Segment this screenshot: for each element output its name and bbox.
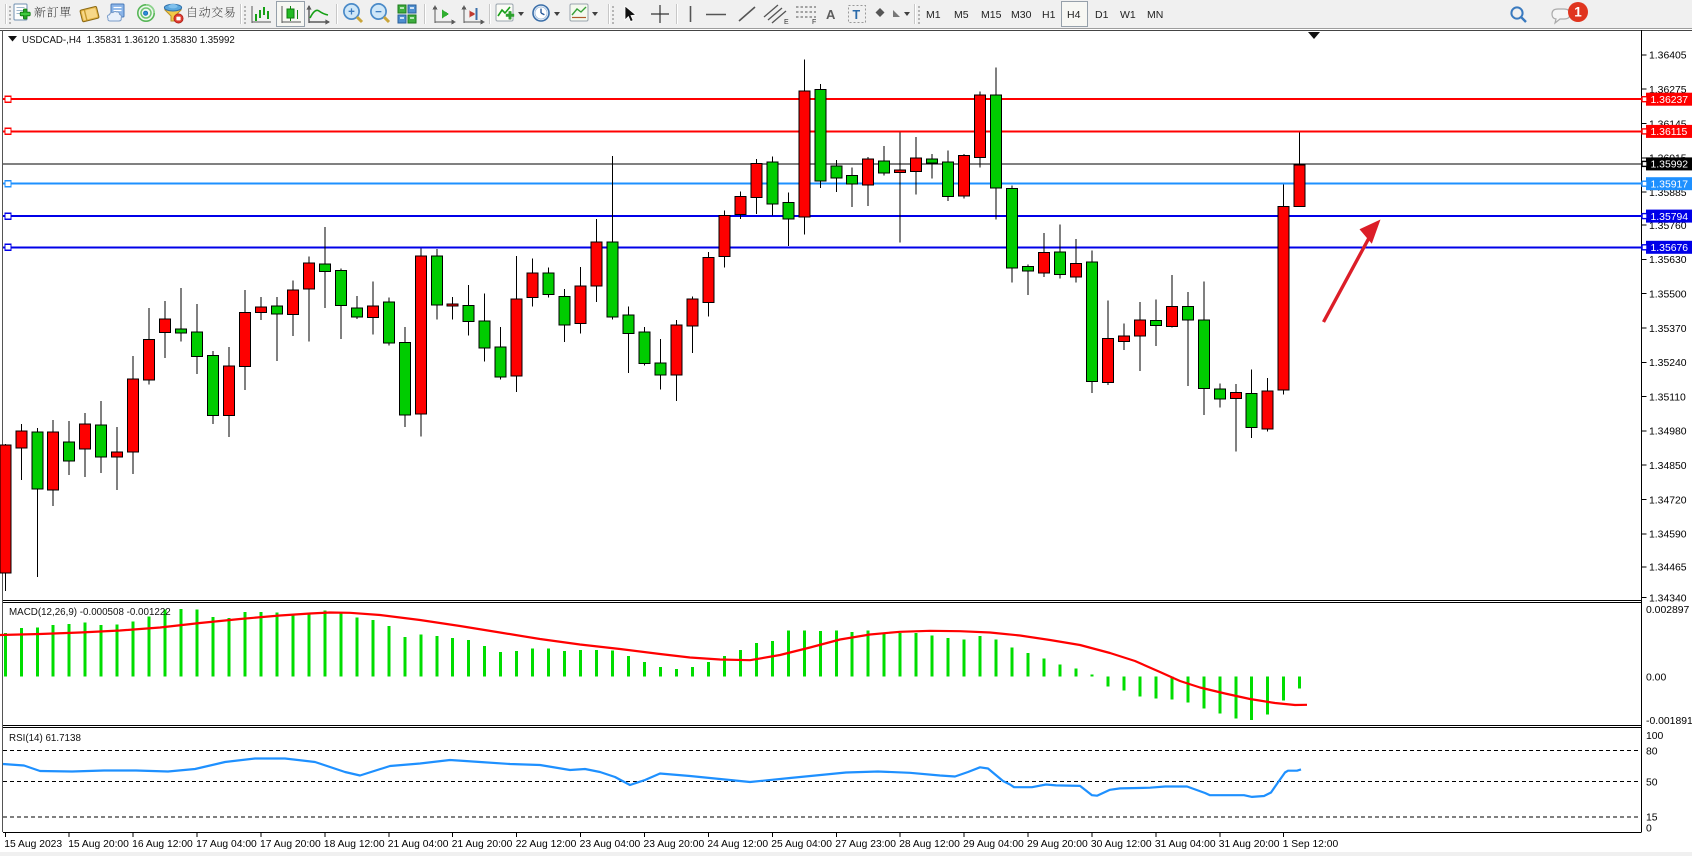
svg-text:15 Aug 20:00: 15 Aug 20:00: [68, 839, 129, 850]
svg-text:M1: M1: [926, 9, 941, 21]
svg-text:1.35992: 1.35992: [1651, 160, 1689, 171]
svg-text:1 Sep 12:00: 1 Sep 12:00: [1283, 839, 1339, 850]
svg-text:1.36115: 1.36115: [1651, 127, 1688, 138]
svg-text:18 Aug 12:00: 18 Aug 12:00: [324, 839, 385, 850]
svg-text:1.35760: 1.35760: [1649, 221, 1687, 232]
svg-text:0.00: 0.00: [1646, 673, 1666, 684]
svg-text:1.35500: 1.35500: [1649, 290, 1687, 301]
svg-text:1.34340: 1.34340: [1649, 593, 1687, 604]
svg-text:M15: M15: [981, 9, 1002, 21]
svg-text:25 Aug 04:00: 25 Aug 04:00: [771, 839, 832, 850]
svg-text:1.34980: 1.34980: [1649, 427, 1687, 438]
svg-text:M30: M30: [1011, 9, 1032, 21]
svg-text:1.34590: 1.34590: [1649, 530, 1687, 541]
svg-text:1.36275: 1.36275: [1649, 85, 1687, 96]
svg-text:-0.001891: -0.001891: [1646, 716, 1692, 727]
svg-text:23 Aug 04:00: 23 Aug 04:00: [580, 839, 641, 850]
svg-text:1.35885: 1.35885: [1649, 188, 1687, 199]
svg-text:1.34720: 1.34720: [1649, 495, 1687, 506]
svg-text:T: T: [853, 8, 861, 22]
svg-text:31 Aug 04:00: 31 Aug 04:00: [1155, 839, 1216, 850]
svg-text:22 Aug 12:00: 22 Aug 12:00: [516, 839, 577, 850]
svg-text:17 Aug 20:00: 17 Aug 20:00: [260, 839, 321, 850]
svg-text:USDCAD-,H4 1.35831 1.36120 1.: USDCAD-,H4 1.35831 1.36120 1.35830 1.359…: [22, 35, 235, 46]
svg-text:H1: H1: [1042, 9, 1056, 21]
svg-text:17 Aug 04:00: 17 Aug 04:00: [196, 839, 257, 850]
svg-text:1: 1: [1574, 5, 1582, 20]
svg-text:80: 80: [1646, 747, 1658, 758]
svg-text:29 Aug 04:00: 29 Aug 04:00: [963, 839, 1024, 850]
svg-text:23 Aug 20:00: 23 Aug 20:00: [644, 839, 705, 850]
svg-text:1.35917: 1.35917: [1651, 179, 1689, 190]
svg-text:100: 100: [1646, 731, 1664, 742]
svg-text:1.34850: 1.34850: [1649, 461, 1687, 472]
svg-text:50: 50: [1646, 778, 1658, 789]
svg-text:0: 0: [1646, 824, 1652, 835]
svg-text:A: A: [826, 7, 836, 22]
svg-text:1.35110: 1.35110: [1649, 392, 1686, 403]
svg-text:27 Aug 23:00: 27 Aug 23:00: [835, 839, 896, 850]
svg-text:16 Aug 12:00: 16 Aug 12:00: [132, 839, 193, 850]
svg-text:MN: MN: [1147, 9, 1163, 21]
svg-text:1.35676: 1.35676: [1651, 243, 1689, 254]
svg-text:1.35370: 1.35370: [1649, 324, 1687, 335]
svg-text:D1: D1: [1095, 9, 1109, 21]
svg-text:28 Aug 12:00: 28 Aug 12:00: [899, 839, 960, 850]
svg-text:21 Aug 20:00: 21 Aug 20:00: [452, 839, 513, 850]
svg-text:H4: H4: [1067, 9, 1081, 21]
svg-text:−: −: [375, 6, 382, 18]
svg-text:RSI(14) 61.7138: RSI(14) 61.7138: [9, 733, 81, 744]
svg-text:15: 15: [1646, 813, 1658, 824]
svg-text:21 Aug 04:00: 21 Aug 04:00: [388, 839, 449, 850]
svg-text:1.36237: 1.36237: [1651, 95, 1689, 106]
svg-text:1.35794: 1.35794: [1651, 212, 1689, 223]
svg-text:1.35240: 1.35240: [1649, 358, 1687, 369]
svg-text:F: F: [812, 19, 816, 26]
svg-text:1.36405: 1.36405: [1649, 51, 1687, 62]
svg-text:M5: M5: [954, 9, 969, 21]
svg-text:31 Aug 20:00: 31 Aug 20:00: [1219, 839, 1280, 850]
svg-text:15 Aug 2023: 15 Aug 2023: [4, 839, 62, 850]
svg-text:24 Aug 12:00: 24 Aug 12:00: [707, 839, 768, 850]
svg-text:1.36145: 1.36145: [1649, 119, 1687, 130]
svg-text:W1: W1: [1120, 9, 1136, 21]
svg-text:29 Aug 20:00: 29 Aug 20:00: [1027, 839, 1088, 850]
svg-text:E: E: [784, 19, 789, 26]
svg-text:1.34465: 1.34465: [1649, 563, 1687, 574]
svg-text:+: +: [348, 6, 355, 18]
svg-text:30 Aug 12:00: 30 Aug 12:00: [1091, 839, 1152, 850]
svg-text:1.35630: 1.35630: [1649, 255, 1687, 266]
svg-text:MACD(12,26,9) -0.000508 -0.001: MACD(12,26,9) -0.000508 -0.001222: [9, 607, 171, 618]
svg-text:0.002897: 0.002897: [1646, 605, 1690, 616]
